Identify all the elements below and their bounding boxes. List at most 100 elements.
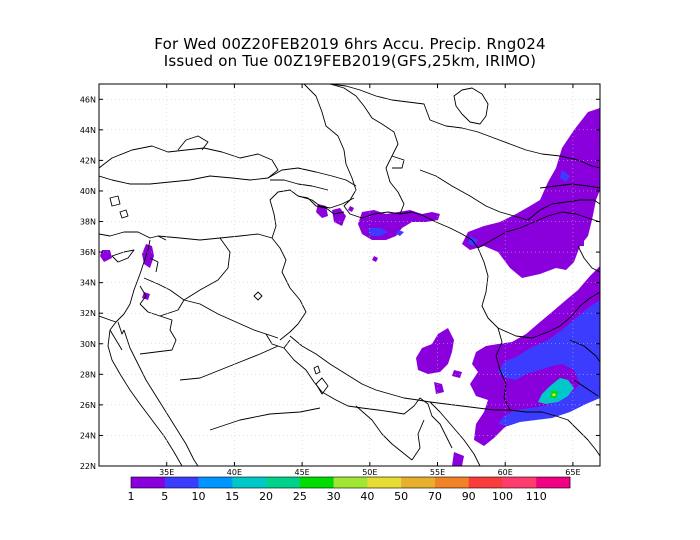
precip-area-southeast-mid <box>498 300 600 426</box>
boundaries <box>99 84 600 466</box>
israel-border <box>139 285 147 305</box>
colorbar-swatch <box>333 477 368 488</box>
precipitation-areas <box>100 108 600 466</box>
aegean-islands <box>109 195 129 219</box>
levant-coast <box>109 239 151 331</box>
map-title-line2: Issued on Tue 00Z19FEB2019(GFS,25km, IRI… <box>163 52 537 70</box>
lon-tick-label: 35E <box>159 468 174 477</box>
jordan-border <box>139 277 185 317</box>
colorbar-swatch <box>232 477 267 488</box>
precip-area-east-north-core <box>560 170 570 182</box>
persian-gulf-north <box>289 335 431 403</box>
colorbar-swatch <box>536 477 571 488</box>
kashmir-border <box>577 245 600 273</box>
latitude-ticks: 22N 24N 26N 28N 30N 32N 34N 36N 38N 40N 42N 44N 46N <box>80 95 600 471</box>
lat-tick-label: 46N <box>80 95 96 104</box>
pakistan-india-south <box>573 379 599 397</box>
colorbar-outline <box>130 476 571 489</box>
turkey-east-border <box>269 189 309 239</box>
red-sea-west <box>107 329 183 466</box>
precip-area-cyprus <box>100 250 112 262</box>
precip-area-oman <box>452 452 464 466</box>
precip-area-dot-3 <box>578 240 584 246</box>
afghan-north-border <box>477 211 600 249</box>
caucasus-border <box>267 167 357 187</box>
colorbar-label: 110 <box>526 490 547 503</box>
turkmen-uzbek-border <box>419 169 529 221</box>
uae-coast <box>355 405 413 461</box>
precip-area-caspian-core2 <box>396 230 404 236</box>
colorbar-label: 20 <box>259 490 273 503</box>
crimea-coast <box>177 135 209 151</box>
colorbar-label: 90 <box>462 490 476 503</box>
map-content <box>99 84 600 466</box>
precip-area-levant <box>142 244 154 268</box>
precip-area-iran-south-small <box>434 382 444 394</box>
lat-tick-label: 34N <box>80 279 96 288</box>
lat-tick-label: 44N <box>80 126 96 135</box>
lat-tick-label: 38N <box>80 218 96 227</box>
precip-area-dot-1 <box>348 206 354 212</box>
lon-tick-label: 50E <box>362 468 377 477</box>
colorbar-label: 30 <box>327 490 341 503</box>
caspian-coast <box>303 84 405 219</box>
colorbar-label: 10 <box>192 490 206 503</box>
lat-tick-label: 40N <box>80 187 96 196</box>
syria-iraq-border <box>183 237 231 301</box>
colorbar-swatch <box>164 477 199 488</box>
colorbar-label: 70 <box>428 490 442 503</box>
lat-tick-label: 32N <box>80 309 96 318</box>
lat-tick-label: 42N <box>80 156 96 165</box>
colorbar-label: 5 <box>161 490 168 503</box>
lat-tick-label: 36N <box>80 248 96 257</box>
precip-area-iran-south-dot <box>452 370 462 378</box>
lon-tick-label: 65E <box>565 468 580 477</box>
egypt-coast <box>99 315 117 323</box>
oman-border <box>411 419 425 461</box>
saudi-yemen <box>209 407 321 431</box>
map-title-line1: For Wed 00Z20FEB2019 6hrs Accu. Precip. … <box>154 35 546 53</box>
small-island <box>253 291 263 301</box>
lebanon-border <box>149 257 159 273</box>
saudi-jordan-border <box>139 315 177 355</box>
lon-tick-label: 60E <box>498 468 513 477</box>
colorbar-label: 50 <box>394 490 408 503</box>
kazakh-russia-border <box>329 84 431 121</box>
kyrgyz-border <box>539 183 600 189</box>
lat-tick-label: 22N <box>80 462 96 471</box>
colorbar-swatch <box>367 477 402 488</box>
lon-tick-label: 40E <box>227 468 242 477</box>
iraq-iran-border <box>271 237 307 341</box>
precip-area-southeast-top <box>552 393 556 396</box>
lat-tick-label: 30N <box>80 340 96 349</box>
colorbar-label: 40 <box>360 490 374 503</box>
sinai <box>109 329 123 351</box>
precip-area-iran-south <box>416 328 454 374</box>
lat-tick-label: 24N <box>80 431 96 440</box>
colorbar-swatch <box>434 477 469 488</box>
precip-area-southeast-high <box>538 378 574 404</box>
colorbar-swatch <box>401 477 436 488</box>
colorbar-swatch <box>468 477 503 488</box>
colorbar-swatch <box>299 477 334 488</box>
georgia-border <box>270 179 329 191</box>
precip-area-dot-2 <box>372 256 378 262</box>
colorbar-label: 100 <box>492 490 513 503</box>
lat-tick-label: 28N <box>80 370 96 379</box>
colorbar-swatch <box>502 477 537 488</box>
pakistan-coast <box>509 409 600 457</box>
map-frame <box>98 83 601 467</box>
lat-tick-label: 26N <box>80 401 96 410</box>
precip-area-east-north <box>462 108 600 278</box>
bahrain <box>313 365 321 375</box>
tajik-border <box>527 199 600 221</box>
iran-azer-border <box>307 197 345 215</box>
colorbar-label: 25 <box>293 490 307 503</box>
afghan-pakistan-border <box>497 291 600 339</box>
colorbar-label: 1 <box>128 490 135 503</box>
pakistan-india-border <box>569 339 600 363</box>
black-sea-coast <box>99 145 279 185</box>
iran-turkmen-border <box>399 211 479 249</box>
persian-gulf-south <box>283 347 453 449</box>
